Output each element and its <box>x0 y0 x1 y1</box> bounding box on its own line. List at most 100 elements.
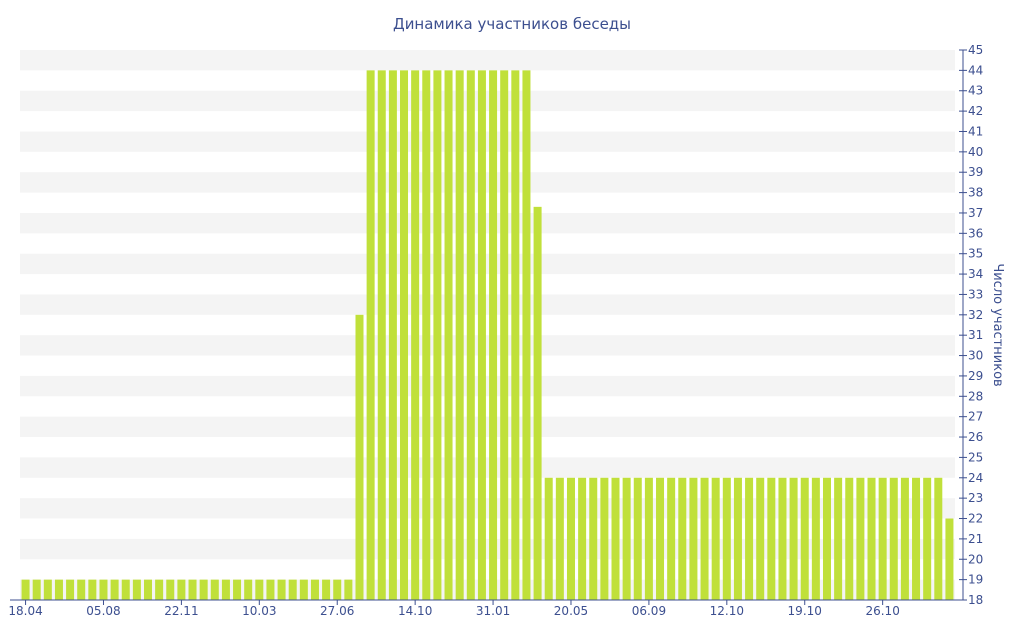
bar <box>678 477 687 600</box>
bar <box>722 477 731 600</box>
x-tick-label: 10.03 <box>242 604 276 618</box>
y-tick-label: 33 <box>968 287 983 301</box>
bar <box>622 477 631 600</box>
bar <box>934 477 943 600</box>
bar <box>455 70 464 601</box>
bar <box>811 477 820 600</box>
bar <box>266 579 275 600</box>
bar <box>477 70 486 601</box>
chart-title: Динамика участников беседы <box>393 15 631 33</box>
bar <box>700 477 709 600</box>
bar <box>912 477 921 600</box>
bar <box>355 314 364 600</box>
bar <box>789 477 798 600</box>
y-tick-label: 39 <box>968 165 983 179</box>
bar <box>144 579 153 600</box>
y-tick-label: 40 <box>968 145 983 159</box>
grid-band <box>20 50 955 71</box>
y-tick-label: 44 <box>968 63 983 77</box>
bar <box>155 579 164 600</box>
x-tick-label: 22.11 <box>164 604 198 618</box>
y-tick-label: 31 <box>968 328 983 342</box>
grid-band <box>20 538 955 560</box>
bar <box>299 579 308 600</box>
bar <box>767 477 776 600</box>
bar <box>745 477 754 600</box>
bar <box>489 70 498 601</box>
bar <box>177 579 186 600</box>
bar <box>778 477 787 600</box>
y-tick-label: 45 <box>968 43 983 57</box>
grid-band <box>20 416 955 438</box>
y-tick-label: 35 <box>968 247 983 261</box>
bar <box>633 477 642 600</box>
bar <box>845 477 854 600</box>
y-tick-label: 32 <box>968 308 983 322</box>
y-axis: 18 19 20 21 22 23 24 25 26 27 28 29 30 31 32 33 34 35 36 37… <box>959 43 983 607</box>
y-tick-label: 23 <box>968 491 983 505</box>
y-axis-label: Число участников <box>990 263 1005 386</box>
y-tick-label: 43 <box>968 84 983 98</box>
bar <box>132 579 141 600</box>
grid-band <box>20 131 955 152</box>
bar <box>121 579 130 600</box>
grid-band <box>20 498 955 519</box>
y-tick-label: 22 <box>968 512 983 526</box>
bar <box>333 579 342 600</box>
y-tick-label: 38 <box>968 186 983 200</box>
bar <box>466 70 475 601</box>
bar <box>88 579 97 600</box>
bar <box>589 477 598 600</box>
bar <box>221 579 230 600</box>
bar <box>600 477 609 600</box>
bar <box>544 477 553 600</box>
bar <box>711 477 720 600</box>
bar <box>188 579 197 600</box>
y-tick-label: 26 <box>968 430 983 444</box>
y-tick-label: 24 <box>968 471 983 485</box>
bar <box>43 579 52 600</box>
bar <box>533 206 542 600</box>
x-tick-label: 26.10 <box>865 604 899 618</box>
x-tick-label: 05.08 <box>86 604 120 618</box>
y-tick-label: 19 <box>968 573 983 587</box>
bar <box>644 477 653 600</box>
y-tick-label: 30 <box>968 349 983 363</box>
bar <box>444 70 453 601</box>
bar <box>856 477 865 600</box>
grid-bands <box>20 50 955 600</box>
y-tick-label: 34 <box>968 267 983 281</box>
y-tick-label: 20 <box>968 552 983 566</box>
bar <box>733 477 742 600</box>
x-tick-label: 12.10 <box>710 604 744 618</box>
bar <box>366 70 375 601</box>
x-tick-label: 06.09 <box>632 604 666 618</box>
bar <box>667 477 676 600</box>
bar <box>656 477 665 600</box>
bar <box>344 579 353 600</box>
x-tick-label: 20.05 <box>554 604 588 618</box>
x-tick-label: 14.10 <box>398 604 432 618</box>
y-tick-label: 18 <box>968 593 983 607</box>
y-tick-label: 25 <box>968 450 983 464</box>
grid-band <box>20 457 955 478</box>
y-tick-label: 42 <box>968 104 983 118</box>
bar <box>110 579 119 600</box>
bar <box>199 579 208 600</box>
bar <box>388 70 397 601</box>
bar <box>166 579 175 600</box>
bar <box>310 579 319 600</box>
grid-band <box>20 294 955 315</box>
x-tick-label: 18.04 <box>8 604 42 618</box>
bar <box>555 477 564 600</box>
y-tick-label: 21 <box>968 532 983 546</box>
y-tick-label: 41 <box>968 124 983 138</box>
bar <box>377 70 386 601</box>
x-tick-label: 19.10 <box>788 604 822 618</box>
bar <box>66 579 75 600</box>
bar <box>21 579 30 600</box>
grid-band <box>20 172 955 193</box>
y-tick-label: 28 <box>968 389 983 403</box>
bar <box>210 579 219 600</box>
